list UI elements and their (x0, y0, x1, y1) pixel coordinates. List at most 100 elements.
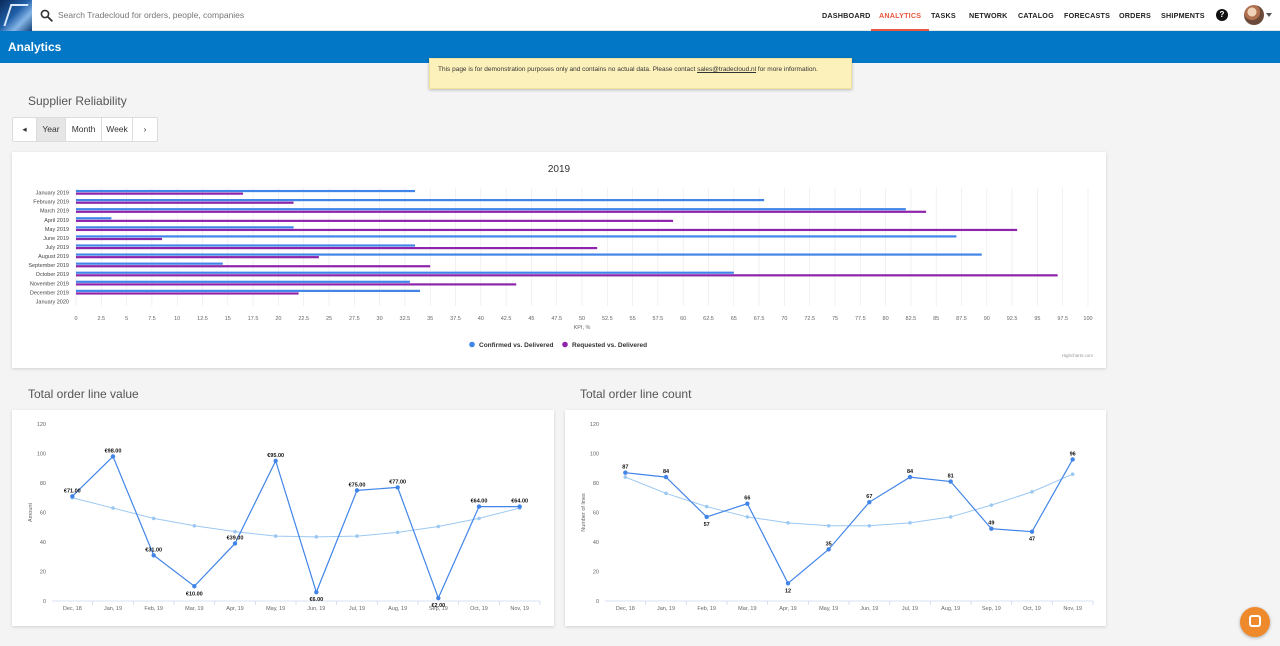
x-tick-label: 15 (225, 316, 231, 322)
y-tick-label: 40 (40, 540, 46, 546)
y-tick-label: August 2019 (38, 254, 69, 260)
x-tick-label: 42.5 (501, 316, 512, 322)
data-point (623, 470, 628, 475)
bar (76, 274, 1058, 277)
help-icon[interactable]: ? (1216, 9, 1228, 21)
x-tick-label: 52.5 (602, 316, 613, 322)
period-selector: ◂ Year Month Week › (12, 117, 158, 142)
chevron-down-icon[interactable] (1266, 13, 1272, 17)
chat-button[interactable] (1240, 607, 1270, 637)
x-tick-label: 72.5 (804, 316, 815, 322)
order-count-card: 0 20 40 60 80 100 120 Number of lines Dec, 18 Jan… (565, 410, 1106, 626)
bar (76, 210, 927, 213)
data-label: 84 (663, 469, 670, 475)
data-point (745, 501, 750, 506)
order-value-card: 0 20 40 60 80 100 120 Amount Dec, 18 Jan, 19 Feb, … (12, 410, 554, 626)
nav-forecasts[interactable]: FORECASTS (1064, 11, 1111, 20)
bar (76, 244, 416, 247)
notice-text-end: for more information. (756, 66, 818, 73)
nav-analytics[interactable]: ANALYTICS (870, 0, 930, 31)
x-tick-label: Sep, 19 (429, 606, 448, 612)
x-tick-label: May, 19 (266, 606, 285, 612)
x-tick-label: 35 (427, 316, 433, 322)
data-point (314, 589, 319, 595)
order-count-title: Total order line count (580, 387, 692, 401)
data-label: 47 (1029, 537, 1035, 543)
x-tick-label: Jun, 19 (860, 606, 878, 612)
bar (76, 201, 294, 204)
legend-entry: Requested vs. Delivered (572, 342, 647, 349)
bar (76, 253, 982, 256)
avatar[interactable] (1244, 5, 1264, 25)
bar (76, 199, 765, 202)
nav-dashboard[interactable]: DASHBOARD (822, 11, 871, 20)
x-tick-label: 90 (984, 316, 990, 322)
trend-point (786, 521, 790, 525)
period-month-button[interactable]: Month (66, 118, 102, 141)
data-point (70, 494, 75, 499)
y-tick-label: January 2020 (36, 299, 69, 305)
trend-point (745, 515, 750, 519)
logo-mark (3, 4, 29, 26)
nav-network[interactable]: NETWORK (969, 11, 1008, 20)
x-tick-label: 92.5 (1007, 316, 1018, 322)
page-header: Analytics (0, 31, 1280, 63)
period-prev-button[interactable]: ◂ (13, 118, 37, 141)
data-label: €75.00 (349, 482, 366, 488)
y-tick-label: June 2019 (43, 236, 69, 242)
trend-line (72, 497, 520, 538)
y-tick-label: 0 (43, 599, 46, 605)
supplier-reliability-card: 2019 0 2.5 5 7.5 10 12.5 15 17.5 20 22.5 25 27.5 30 32… (12, 152, 1106, 368)
x-tick-label: 45 (528, 316, 534, 322)
trend-point (948, 515, 953, 519)
x-tick-label: 20 (275, 316, 281, 322)
data-label: 66 (744, 496, 750, 502)
nav-tasks[interactable]: TASKS (931, 11, 956, 20)
x-tick-label: 12.5 (197, 316, 208, 322)
x-tick-label: Aug, 19 (941, 606, 960, 612)
period-next-button[interactable]: › (143, 124, 147, 134)
y-tick-label: 20 (40, 570, 46, 576)
x-tick-label: Apr, 19 (226, 606, 243, 612)
x-tick-label: 2.5 (97, 316, 105, 322)
bar (76, 265, 431, 268)
x-tick-label: Jan, 19 (104, 606, 122, 612)
x-tick-label: Oct, 19 (470, 606, 488, 612)
search-input[interactable] (58, 6, 378, 24)
bar (76, 289, 421, 292)
data-label: 57 (704, 522, 710, 528)
x-tick-label: 27.5 (349, 316, 360, 322)
x-tick-label: 70 (781, 316, 787, 322)
x-tick-label: 80 (883, 316, 889, 322)
notice-email-link[interactable]: sales@tradecloud.nl (697, 66, 757, 73)
trend-point (395, 530, 400, 535)
nav-orders[interactable]: ORDERS (1119, 11, 1151, 20)
trend-point (1030, 490, 1034, 494)
bar (76, 189, 416, 193)
y-tick-label: 100 (590, 452, 599, 458)
legend-marker (469, 341, 475, 348)
trend-point (192, 523, 197, 528)
data-point (151, 553, 156, 558)
data-point (110, 454, 116, 459)
period-year-button[interactable]: Year (37, 118, 66, 141)
nav-catalog[interactable]: CATALOG (1018, 11, 1054, 20)
bar (76, 226, 294, 229)
period-week-button[interactable]: Week (102, 118, 133, 141)
data-point (663, 474, 669, 480)
x-tick-label: 65 (731, 316, 737, 322)
trend-point (151, 516, 156, 521)
y-tick-label: April 2019 (44, 218, 69, 224)
x-tick-label: 60 (680, 316, 686, 322)
x-tick-label: 77.5 (855, 316, 866, 322)
data-point (867, 499, 872, 505)
data-point (704, 514, 709, 520)
data-point (232, 541, 238, 546)
nav-shipments[interactable]: SHIPMENTS (1161, 11, 1205, 20)
top-navigation-bar: DASHBOARD ANALYTICS TASKS NETWORK CATALO… (0, 0, 1280, 31)
bar (76, 217, 112, 220)
y-tick-label: 100 (37, 452, 46, 458)
x-tick-label: Sep, 19 (982, 606, 1001, 612)
tradecloud-logo[interactable] (0, 0, 32, 31)
bar (76, 237, 163, 241)
